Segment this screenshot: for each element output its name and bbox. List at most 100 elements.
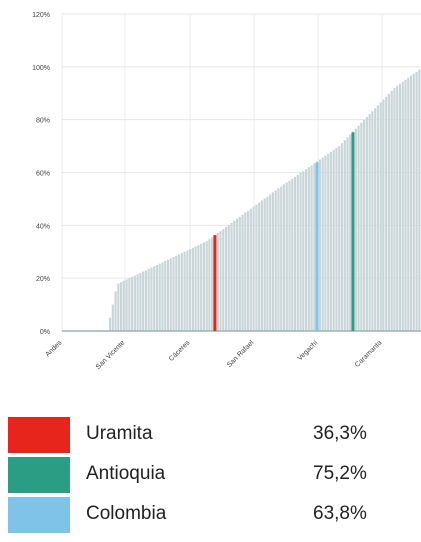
bar — [335, 147, 338, 331]
bar — [390, 90, 393, 331]
bar — [119, 282, 123, 331]
chart-bars — [62, 69, 421, 332]
bar — [114, 291, 117, 331]
y-tick-label: 80% — [36, 118, 50, 125]
bar — [363, 119, 366, 331]
bar — [172, 257, 175, 331]
bar — [125, 279, 128, 331]
bar — [111, 304, 114, 331]
x-tick-label: Cáceres — [168, 339, 192, 363]
bar — [266, 196, 269, 331]
bar — [396, 85, 399, 331]
bar — [247, 210, 250, 331]
bar — [357, 125, 360, 332]
x-tick-label: Caramanta — [354, 339, 384, 369]
bar — [117, 283, 120, 331]
bar — [412, 73, 415, 332]
bar — [153, 266, 156, 331]
legend-row-colombia: Colombia 63,8% — [8, 495, 408, 533]
legend-row-antioquia: Antioquia 75,2% — [8, 455, 408, 493]
bar — [291, 178, 294, 331]
bar — [169, 258, 172, 331]
y-tick-label: 40% — [36, 223, 50, 230]
bar — [219, 231, 222, 331]
bar — [147, 268, 150, 331]
bar — [374, 108, 377, 332]
bar — [166, 259, 170, 331]
bar — [349, 134, 352, 331]
bar — [252, 206, 255, 331]
bar — [150, 267, 153, 331]
bar — [255, 204, 258, 331]
bar — [197, 245, 200, 331]
x-tick-label: Vegachí — [297, 339, 320, 362]
bar — [376, 105, 379, 331]
bar — [296, 174, 299, 331]
bar — [227, 224, 230, 331]
bar — [177, 254, 181, 331]
bar — [280, 186, 283, 331]
legend-label-antioquia: Antioquia — [86, 463, 166, 484]
legend-value-uramita: 36,3% — [313, 423, 367, 444]
bar — [324, 155, 327, 331]
legend-value-antioquia: 75,2% — [313, 463, 367, 484]
bar — [415, 71, 418, 332]
bar — [139, 272, 142, 331]
bar — [161, 262, 164, 331]
x-tick-label: San Rafael — [226, 339, 256, 369]
bar — [407, 77, 410, 331]
y-axis-ticks: 0% 20% 40% 60% 80% 100% 120% — [32, 12, 50, 336]
bar — [340, 143, 344, 331]
bar — [313, 163, 316, 331]
bar — [365, 117, 368, 332]
bar — [205, 241, 208, 331]
bar — [133, 275, 136, 331]
bar — [307, 167, 310, 331]
x-tick-label: San Vicente — [95, 339, 127, 371]
bar — [385, 96, 388, 331]
bar — [144, 270, 148, 331]
highlight-bar-colombia — [315, 162, 319, 331]
x-tick-label: Andes — [44, 339, 63, 358]
bar — [235, 218, 239, 331]
bar — [208, 239, 211, 331]
bar-chart: 0% 20% 40% 60% 80% 100% 120% Andes San Vicente C… — [32, 12, 421, 371]
bar — [180, 253, 183, 331]
bar — [164, 260, 167, 331]
bar — [288, 180, 291, 331]
highlight-bar-uramita — [213, 235, 217, 331]
bar — [318, 159, 321, 331]
bar — [302, 171, 305, 331]
bar — [183, 251, 186, 331]
bar — [244, 212, 247, 331]
bar — [299, 173, 302, 331]
legend-value-colombia: 63,8% — [313, 503, 367, 524]
bar — [258, 202, 261, 331]
legend-label-colombia: Colombia — [86, 503, 167, 524]
bar — [271, 192, 275, 331]
y-tick-label: 100% — [32, 65, 50, 72]
bar — [108, 317, 112, 331]
bar — [128, 278, 131, 331]
bar — [191, 247, 194, 331]
bar — [346, 137, 349, 331]
bar — [321, 157, 324, 331]
bar — [233, 220, 236, 331]
legend-swatch-uramita — [8, 417, 70, 453]
bar — [379, 102, 382, 331]
y-tick-label: 120% — [32, 12, 50, 19]
bar — [136, 274, 139, 331]
bar — [418, 69, 421, 331]
bar — [285, 182, 288, 331]
bar — [238, 216, 241, 331]
bar — [230, 222, 233, 331]
bar — [360, 122, 363, 331]
bar — [382, 99, 385, 331]
bar — [158, 263, 161, 331]
y-tick-label: 0% — [40, 329, 50, 336]
bar — [293, 176, 297, 331]
bar — [343, 140, 346, 331]
bar — [310, 165, 313, 331]
bar — [241, 214, 244, 331]
bar — [260, 200, 263, 331]
